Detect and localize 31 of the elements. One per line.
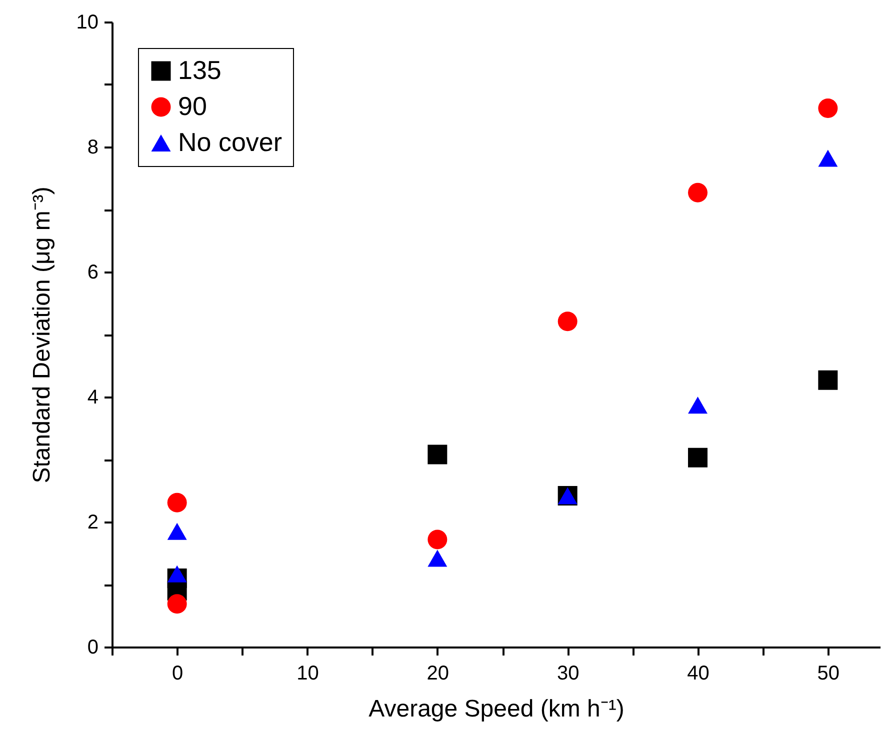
point <box>818 150 838 167</box>
x-tick-label: 0 <box>172 662 184 684</box>
y-tick-label: 6 <box>87 262 98 284</box>
point <box>688 396 708 414</box>
x-tick-label: 50 <box>817 662 840 684</box>
point <box>167 594 187 614</box>
x-axis-title: Average Speed (km h⁻¹) <box>368 696 624 722</box>
x-tick-label: 20 <box>426 662 450 684</box>
point <box>688 448 708 468</box>
x-tick-label: 30 <box>556 662 580 684</box>
point <box>688 182 708 202</box>
y-tick-label: 8 <box>87 136 98 158</box>
legend-label: 90 <box>178 91 207 121</box>
x-tick-label: 10 <box>296 662 319 684</box>
y-tick-label: 4 <box>87 386 98 408</box>
legend-label: No cover <box>178 127 282 157</box>
point <box>428 444 448 464</box>
point <box>818 98 838 118</box>
y-tick-label: 0 <box>87 636 98 658</box>
y-tick-label: 10 <box>76 12 98 34</box>
point <box>818 370 838 390</box>
point <box>428 550 448 567</box>
point <box>167 522 187 540</box>
y-tick-label: 2 <box>87 512 98 534</box>
y-axis-title: Standard Deviation (μg m⁻³) <box>28 186 56 484</box>
point <box>167 492 187 512</box>
point <box>558 312 578 332</box>
point <box>167 565 187 582</box>
x-tick-label: 40 <box>687 662 710 684</box>
legend-label: 135 <box>178 55 222 85</box>
point <box>428 530 448 550</box>
